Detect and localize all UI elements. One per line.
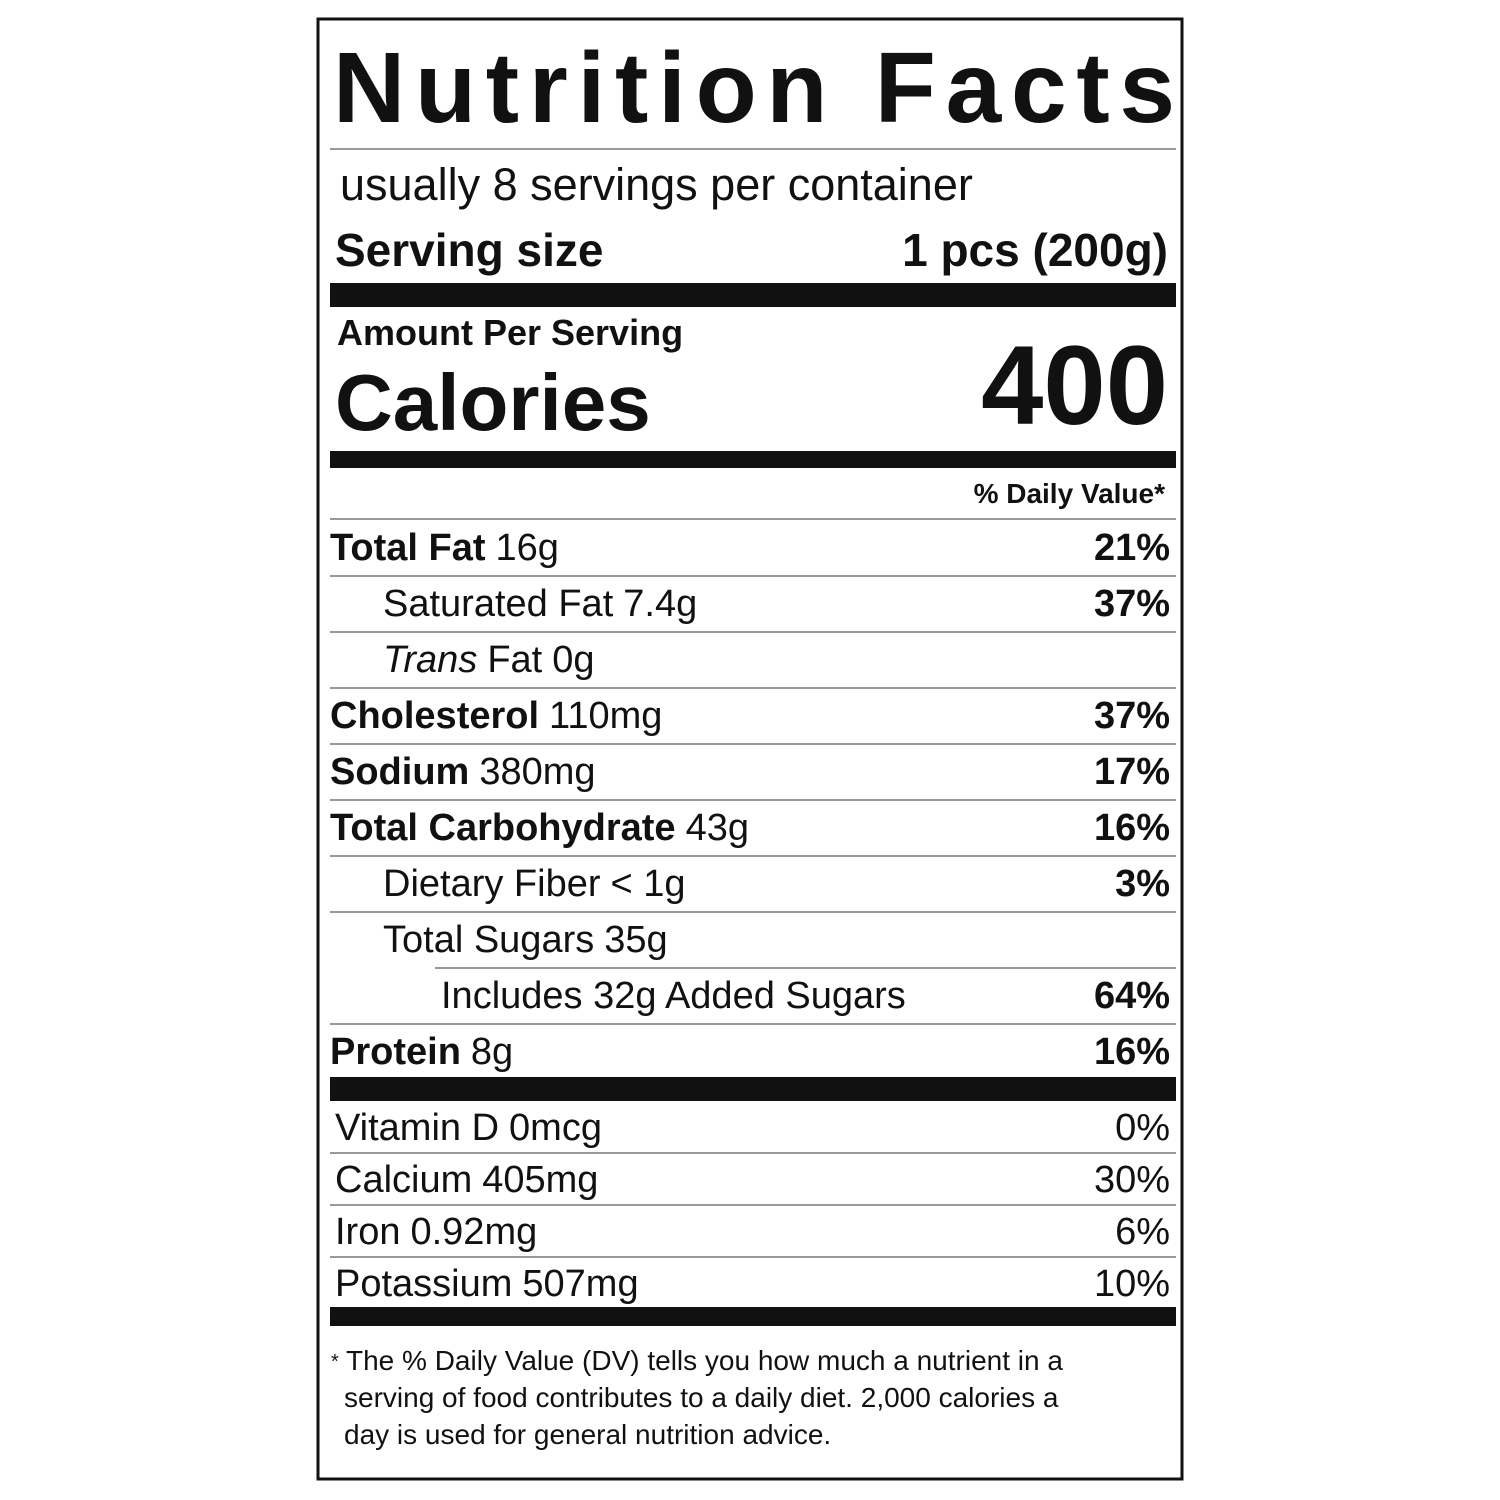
footnote-line: serving of food contributes to a daily d… (344, 1382, 1059, 1413)
thick-bar (330, 1307, 1176, 1326)
nutrient-row: Total Sugars 35g (383, 919, 668, 961)
serving-size-label: Serving size (335, 224, 603, 276)
nutrient-amount: 7.4g (623, 583, 697, 625)
nutrient-name: Protein (330, 1031, 461, 1073)
nutrient-amount: 16g (496, 527, 559, 569)
vitamin-name: Calcium (335, 1159, 472, 1201)
nutrient-name: Saturated Fat (383, 583, 614, 625)
daily-value: 17% (1094, 751, 1170, 793)
nutrient-amount: < 1g (611, 863, 686, 905)
nutrient-row: Saturated Fat 7.4g (383, 583, 697, 625)
daily-value: 30% (1094, 1159, 1170, 1201)
serving-size-value: 1 pcs (200g) (902, 224, 1168, 276)
servings: usually 8 servings per container (340, 159, 973, 210)
daily-value: 21% (1094, 527, 1170, 569)
daily-value: 0% (1115, 1107, 1170, 1149)
vitamin-row: Potassium 507mg (335, 1263, 639, 1305)
nutrient-name: Sodium (330, 751, 469, 793)
nutrient-name: Fat (487, 639, 542, 681)
nutrient-row: Cholesterol 110mg (330, 695, 662, 737)
daily-value: 37% (1094, 583, 1170, 625)
nutrient-name: Cholesterol (330, 695, 539, 737)
vitamin-row: Calcium 405mg (335, 1159, 598, 1201)
thick-bar (330, 283, 1176, 307)
vitamin-amount: 507mg (522, 1263, 638, 1305)
nutrient-row: Includes 32g Added Sugars (441, 975, 906, 1017)
vitamin-name: Vitamin D (335, 1107, 499, 1149)
nutrient-amount: 8g (471, 1031, 513, 1073)
nutrient-prefix: Trans (383, 639, 477, 681)
nutrient-amount: 380mg (479, 751, 595, 793)
nutrient-amount: 0g (552, 639, 594, 681)
daily-value: 6% (1115, 1211, 1170, 1253)
vitamin-name: Iron (335, 1211, 400, 1253)
amount-per-serving: Amount Per Serving (337, 312, 683, 353)
nutrient-amount: 110mg (549, 695, 662, 737)
nutrient-name: Total Fat (330, 527, 486, 569)
nutrient-name: Total Sugars (383, 919, 594, 961)
nutrient-name: Includes 32g Added Sugars (441, 975, 906, 1017)
nutrient-name: Total Carbohydrate (330, 807, 676, 849)
title: Nutrition Facts (333, 32, 1175, 144)
daily-value: 64% (1094, 975, 1170, 1017)
daily-value: 3% (1115, 863, 1170, 905)
nutrient-amount: 43g (686, 807, 749, 849)
footnote-marker: * (331, 1351, 339, 1373)
footnote-line: day is used for general nutrition advice… (344, 1419, 831, 1450)
vitamin-amount: 0.92mg (410, 1211, 537, 1253)
nutrient-row: Total Carbohydrate 43g (330, 807, 749, 849)
nutrient-name: Dietary Fiber (383, 863, 601, 905)
nutrient-row: Trans Fat 0g (383, 639, 595, 681)
thick-bar (330, 1077, 1176, 1101)
calories-value: 400 (981, 323, 1168, 448)
nutrient-row: Dietary Fiber < 1g (383, 863, 686, 905)
vitamin-amount: 405mg (482, 1159, 598, 1201)
daily-value: 16% (1094, 1031, 1170, 1073)
nutrient-row: Protein 8g (330, 1031, 513, 1073)
daily-value-header: % Daily Value* (974, 478, 1166, 509)
daily-value: 10% (1094, 1263, 1170, 1305)
daily-value: 16% (1094, 807, 1170, 849)
footnote-line: The % Daily Value (DV) tells you how muc… (346, 1345, 1063, 1376)
label-border (316, 17, 1184, 1481)
vitamin-name: Potassium (335, 1263, 512, 1305)
vitamin-row: Iron 0.92mg (335, 1211, 537, 1253)
vitamin-amount: 0mcg (509, 1107, 602, 1149)
nutrient-row: Sodium 380mg (330, 751, 596, 793)
vitamin-row: Vitamin D 0mcg (335, 1107, 602, 1149)
calories-label: Calories (335, 358, 651, 447)
nutrient-amount: 35g (604, 919, 667, 961)
daily-value: 37% (1094, 695, 1170, 737)
nutrient-row: Total Fat 16g (330, 527, 559, 569)
thick-bar (330, 451, 1176, 468)
